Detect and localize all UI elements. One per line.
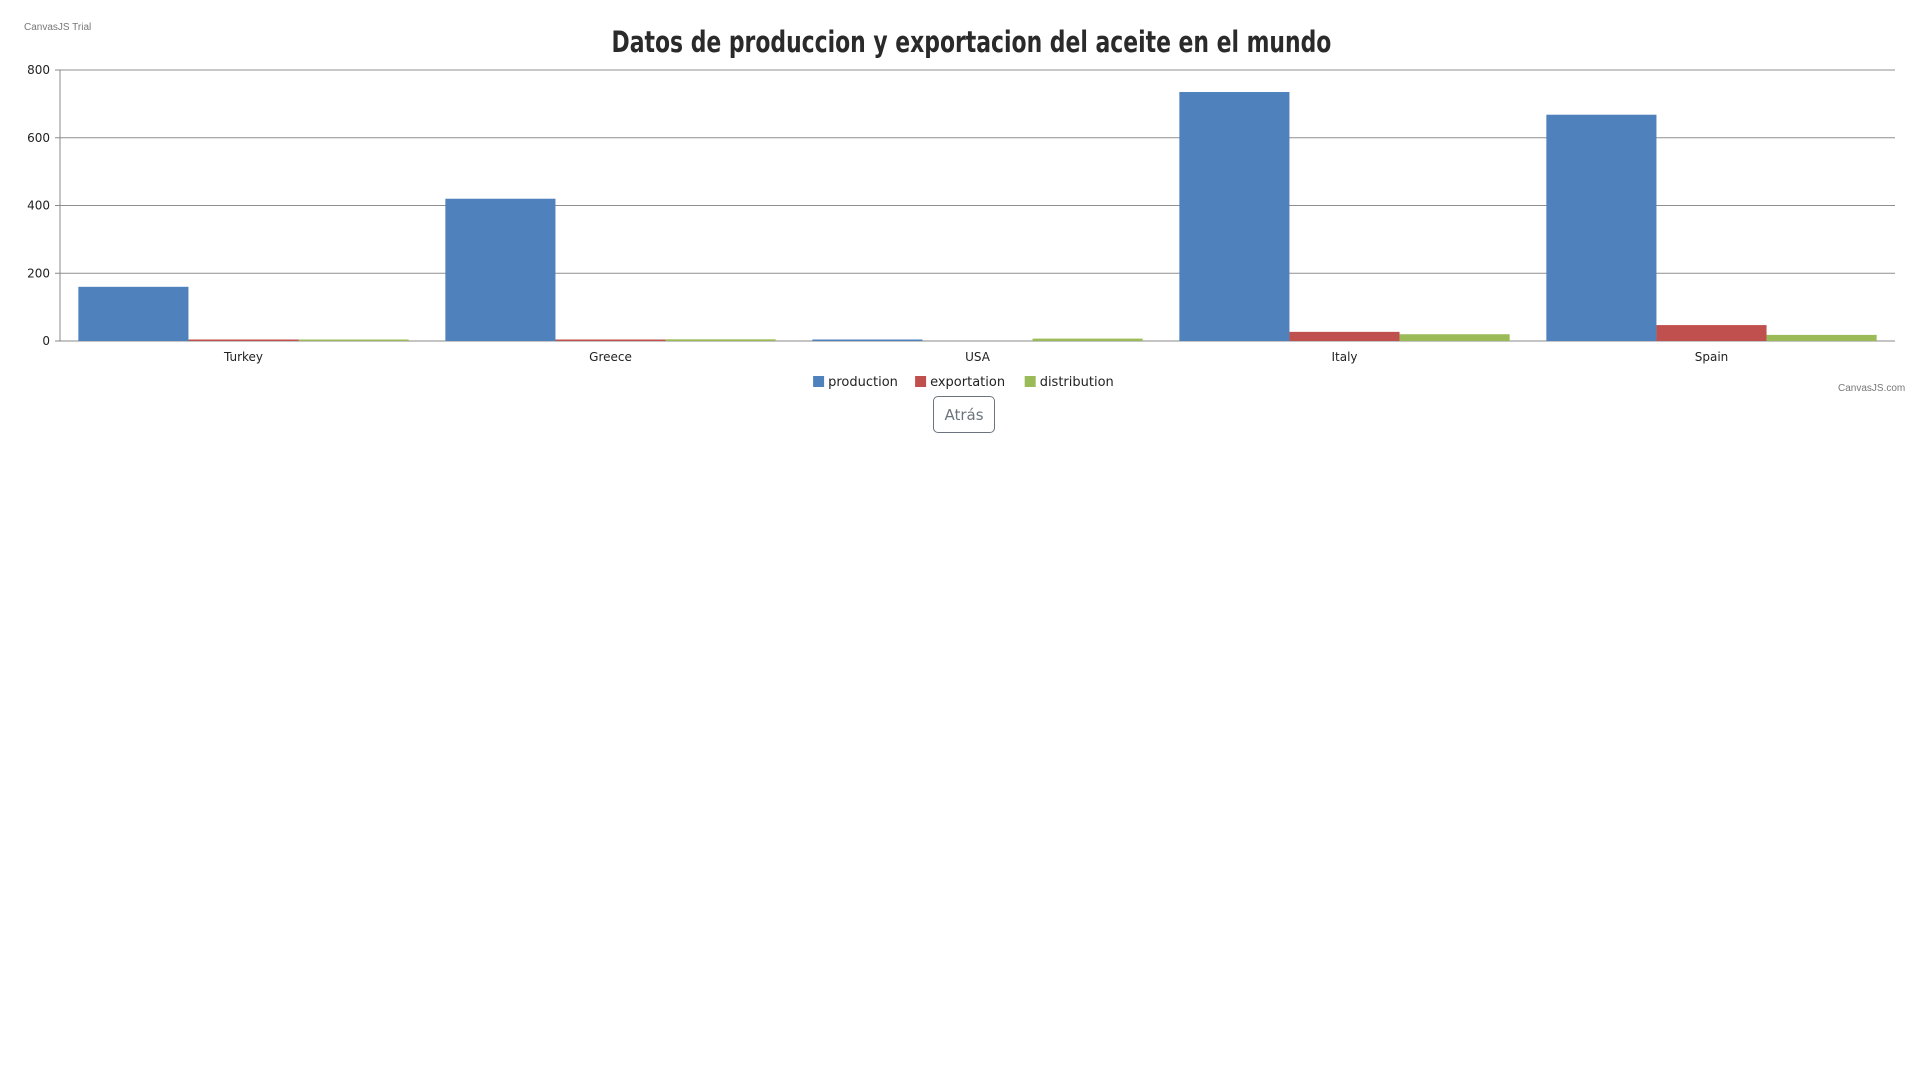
bar-production-greece <box>445 198 556 341</box>
bar-exportation-greece <box>555 339 666 341</box>
bar-exportation-italy <box>1289 331 1400 341</box>
legend-swatch-exportation <box>915 376 927 387</box>
back-button[interactable]: Atrás <box>933 396 995 433</box>
x-tick-label: USA <box>965 350 991 364</box>
trial-watermark: CanvasJS Trial <box>24 22 92 33</box>
bar-distribution-usa <box>1032 338 1143 341</box>
bar-production-italy <box>1179 92 1290 341</box>
bar-distribution-spain <box>1766 334 1877 341</box>
legend-swatch-production <box>813 376 825 387</box>
legend-item-exportation[interactable]: exportation <box>930 375 1005 390</box>
bar-chart-svg: Datos de produccion y exportacion del ac… <box>27 26 1895 390</box>
x-tick-label: Spain <box>1695 350 1729 364</box>
bar-exportation-spain <box>1656 325 1767 341</box>
y-tick-label: 200 <box>27 266 50 280</box>
legend-item-production[interactable]: production <box>828 375 898 390</box>
y-tick-label: 600 <box>27 131 50 145</box>
legend-swatch-distribution <box>1024 376 1036 387</box>
x-tick-label: Italy <box>1331 350 1357 364</box>
y-tick-label: 800 <box>27 63 50 77</box>
bar-exportation-turkey <box>188 339 299 341</box>
bar-production-usa <box>812 339 923 341</box>
legend-item-distribution[interactable]: distribution <box>1040 375 1114 390</box>
bar-distribution-greece <box>665 339 776 341</box>
chart: Datos de produccion y exportacion del ac… <box>0 0 1920 440</box>
bar-production-turkey <box>78 286 189 341</box>
bar-production-spain <box>1546 114 1657 341</box>
x-tick-label: Greece <box>589 350 632 364</box>
y-tick-label: 0 <box>42 334 50 348</box>
x-tick-label: Turkey <box>223 350 263 364</box>
y-tick-label: 400 <box>27 199 50 213</box>
chart-title: Datos de produccion y exportacion del ac… <box>612 26 1332 60</box>
bar-distribution-turkey <box>298 339 409 341</box>
bar-distribution-italy <box>1399 334 1510 341</box>
credit-link[interactable]: CanvasJS.com <box>1838 383 1906 394</box>
